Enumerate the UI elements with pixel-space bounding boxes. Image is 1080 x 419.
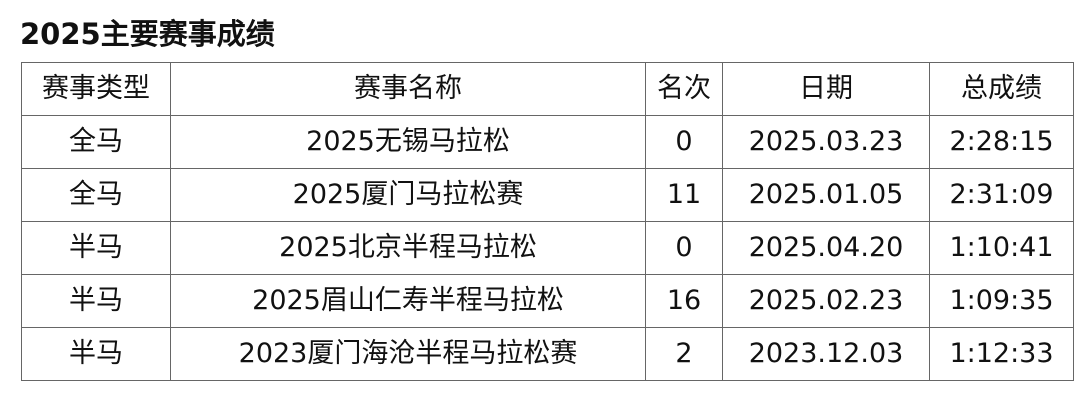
- results-table: 赛事类型 赛事名称 名次 日期 总成绩 全马 2025无锡马拉松 0 2025.03.…: [21, 62, 1074, 381]
- table-row: 半马 2023厦门海沧半程马拉松赛 2 2023.12.03 1:12:33: [21, 327, 1074, 381]
- header-total-time: 总成绩: [929, 62, 1074, 116]
- cell-rank: 16: [645, 274, 723, 328]
- cell-total-time: 2:28:15: [929, 115, 1074, 169]
- cell-event-name: 2025无锡马拉松: [170, 115, 646, 169]
- header-date: 日期: [722, 62, 930, 116]
- cell-event-type: 全马: [21, 168, 171, 222]
- cell-event-type: 半马: [21, 327, 171, 381]
- cell-event-name: 2023厦门海沧半程马拉松赛: [170, 327, 646, 381]
- cell-date: 2023.12.03: [722, 327, 930, 381]
- cell-total-time: 1:12:33: [929, 327, 1074, 381]
- cell-rank: 0: [645, 115, 723, 169]
- cell-event-type: 半马: [21, 274, 171, 328]
- cell-event-name: 2025眉山仁寿半程马拉松: [170, 274, 646, 328]
- cell-total-time: 1:09:35: [929, 274, 1074, 328]
- table-row: 半马 2025眉山仁寿半程马拉松 16 2025.02.23 1:09:35: [21, 274, 1074, 328]
- header-event-name: 赛事名称: [170, 62, 646, 116]
- table-row: 半马 2025北京半程马拉松 0 2025.04.20 1:10:41: [21, 221, 1074, 275]
- cell-rank: 0: [645, 221, 723, 275]
- table-header-row: 赛事类型 赛事名称 名次 日期 总成绩: [21, 62, 1074, 116]
- header-event-type: 赛事类型: [21, 62, 171, 116]
- cell-rank: 11: [645, 168, 723, 222]
- cell-total-time: 1:10:41: [929, 221, 1074, 275]
- cell-rank: 2: [645, 327, 723, 381]
- cell-total-time: 2:31:09: [929, 168, 1074, 222]
- cell-event-type: 全马: [21, 115, 171, 169]
- header-rank: 名次: [645, 62, 723, 116]
- cell-date: 2025.02.23: [722, 274, 930, 328]
- cell-event-name: 2025厦门马拉松赛: [170, 168, 646, 222]
- page-title: 2025主要赛事成绩: [20, 17, 275, 51]
- table-row: 全马 2025厦门马拉松赛 11 2025.01.05 2:31:09: [21, 168, 1074, 222]
- cell-event-name: 2025北京半程马拉松: [170, 221, 646, 275]
- cell-date: 2025.04.20: [722, 221, 930, 275]
- cell-date: 2025.01.05: [722, 168, 930, 222]
- cell-event-type: 半马: [21, 221, 171, 275]
- cell-date: 2025.03.23: [722, 115, 930, 169]
- table-row: 全马 2025无锡马拉松 0 2025.03.23 2:28:15: [21, 115, 1074, 169]
